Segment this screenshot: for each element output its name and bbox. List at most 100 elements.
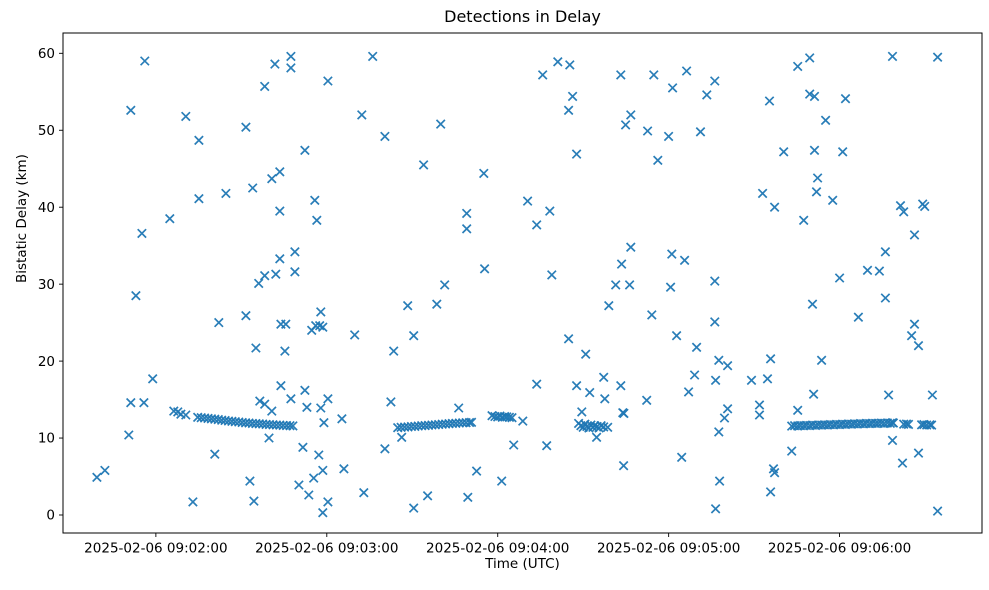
data-point-marker: [898, 206, 909, 217]
data-point-marker: [531, 220, 542, 230]
y-tick-label: 20: [38, 354, 55, 370]
data-point-marker: [709, 276, 720, 286]
data-point-marker: [567, 91, 578, 102]
data-point-marker: [123, 430, 134, 440]
data-point-marker: [209, 449, 220, 460]
data-point-marker: [380, 131, 390, 142]
data-point-marker: [676, 452, 687, 463]
data-point-marker: [903, 419, 914, 430]
data-point-marker: [294, 480, 304, 490]
data-point-marker: [919, 201, 930, 212]
data-point-marker: [667, 83, 678, 93]
data-point-marker: [887, 417, 898, 428]
data-point-marker: [408, 330, 419, 341]
data-point-marker: [599, 393, 610, 404]
data-point-marker: [602, 422, 613, 433]
data-point-marker: [909, 319, 920, 330]
data-point-marker: [925, 419, 935, 430]
data-point-marker: [618, 460, 629, 471]
data-point-marker: [315, 307, 326, 317]
data-point-marker: [808, 389, 819, 400]
data-point-marker: [764, 96, 775, 106]
data-point-marker: [591, 432, 602, 443]
data-point-marker: [913, 448, 924, 458]
scatter-points: [92, 51, 943, 518]
data-point-marker: [311, 215, 322, 226]
data-point-marker: [746, 375, 757, 386]
data-point-marker: [880, 293, 891, 303]
data-point-marker: [439, 280, 450, 290]
data-point-marker: [253, 278, 264, 289]
data-point-marker: [541, 440, 552, 451]
x-tick-label: 2025-02-06 09:03:00: [255, 541, 398, 557]
data-point-marker: [125, 397, 136, 408]
data-point-marker: [546, 270, 557, 280]
data-point-marker: [356, 110, 367, 120]
data-point-marker: [317, 507, 328, 518]
data-point-marker: [786, 446, 797, 456]
data-point-marker: [769, 467, 780, 478]
data-point-marker: [431, 299, 442, 310]
data-point-marker: [266, 173, 277, 184]
data-point-marker: [286, 63, 296, 73]
data-point-marker: [901, 419, 912, 429]
data-point-marker: [188, 497, 198, 507]
data-point-marker: [683, 387, 694, 397]
y-tick-label: 30: [38, 277, 55, 293]
data-point-marker: [642, 126, 653, 136]
data-point-marker: [309, 195, 320, 206]
y-tick-label: 10: [38, 431, 55, 447]
data-point-marker: [765, 487, 776, 497]
data-point-marker: [603, 300, 614, 311]
data-point-marker: [194, 193, 204, 204]
data-point-marker: [247, 183, 258, 193]
data-point-marker: [580, 349, 591, 360]
data-point-marker: [887, 51, 898, 62]
data-point-marker: [932, 506, 943, 516]
x-axis-label: Time (UTC): [485, 556, 560, 572]
data-point-marker: [313, 450, 324, 460]
data-point-marker: [563, 333, 574, 344]
data-point-marker: [461, 223, 472, 234]
data-point-marker: [323, 393, 333, 404]
data-point-marker: [259, 81, 270, 92]
data-point-marker: [646, 310, 657, 320]
data-point-marker: [619, 408, 629, 419]
data-point-marker: [339, 463, 349, 474]
y-tick-label: 40: [38, 200, 55, 216]
data-point-marker: [517, 416, 528, 426]
data-point-marker: [254, 396, 265, 406]
data-point-marker: [701, 90, 712, 100]
data-point-marker: [811, 186, 822, 197]
data-point-marker: [765, 353, 776, 364]
data-point-marker: [885, 418, 896, 429]
data-point-marker: [714, 476, 725, 486]
data-point-marker: [461, 208, 472, 219]
data-point-marker: [245, 476, 255, 486]
data-point-marker: [435, 119, 446, 129]
data-point-marker: [139, 397, 149, 408]
data-point-marker: [713, 427, 724, 437]
data-point-marker: [317, 322, 328, 333]
data-point-marker: [710, 375, 721, 386]
data-point-marker: [809, 91, 820, 102]
data-point-marker: [754, 400, 765, 410]
data-point-marker: [367, 51, 378, 62]
data-point-marker: [180, 111, 191, 122]
data-point-marker: [792, 405, 803, 416]
data-point-marker: [681, 66, 692, 76]
data-point-marker: [418, 160, 429, 170]
data-point-marker: [709, 317, 720, 327]
data-point-marker: [274, 166, 285, 177]
data-point-marker: [270, 269, 281, 280]
data-point-marker: [300, 385, 310, 396]
data-point-marker: [880, 246, 891, 257]
data-point-marker: [798, 215, 809, 226]
data-point-marker: [496, 476, 507, 486]
data-point-marker: [537, 70, 548, 80]
data-point-marker: [927, 390, 938, 400]
data-point-marker: [769, 202, 780, 213]
data-point-marker: [522, 196, 533, 206]
